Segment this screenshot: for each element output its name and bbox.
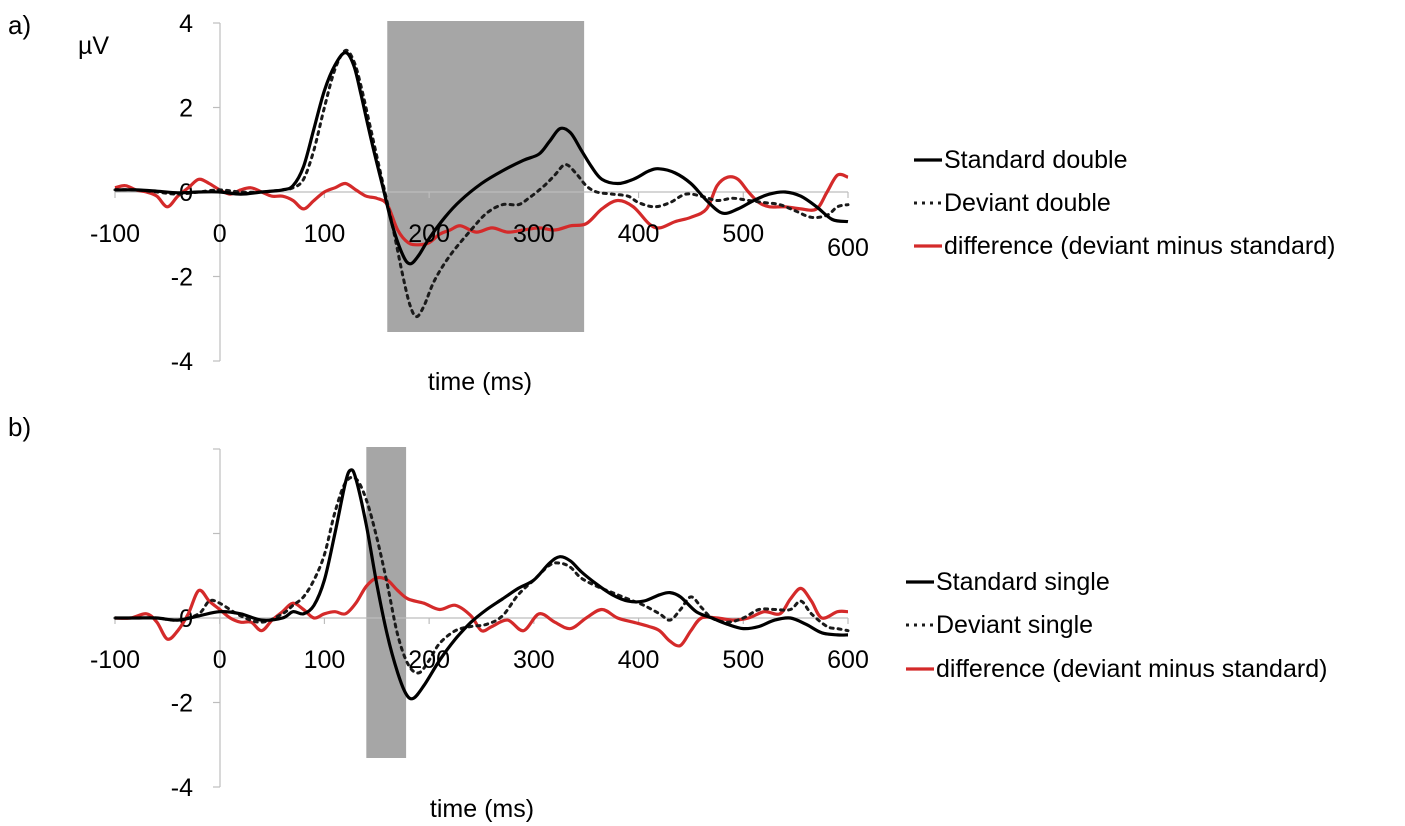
panel-a-y-axis-label: µV: [78, 32, 109, 60]
legend-label: Deviant single: [936, 611, 1093, 639]
y-tick-label: -2: [171, 690, 193, 718]
x-tick-label: 400: [618, 220, 660, 248]
legend-label: difference (deviant minus standard): [936, 655, 1327, 683]
x-tick-label: 300: [513, 220, 555, 248]
x-tick-label: 600: [827, 234, 869, 262]
legend-item: difference (deviant minus standard): [914, 232, 1335, 260]
panel-b-chart: b) time (ms) Standard single Deviant sing…: [8, 412, 1327, 823]
series-line-deviant-single: [113, 475, 850, 675]
x-tick-label: 0: [213, 220, 227, 248]
x-tick-label: 200: [408, 220, 450, 248]
legend-label: Deviant double: [944, 189, 1111, 217]
panel-a-x-axis-label: time (ms): [428, 368, 532, 396]
legend-label: Standard double: [944, 146, 1127, 174]
x-tick-label: -100: [90, 646, 140, 674]
series-line-standard-single: [115, 468, 849, 701]
x-tick-label: 100: [304, 220, 346, 248]
x-tick-label: 400: [618, 646, 660, 674]
panel-a-label: a): [8, 10, 31, 40]
y-tick-label: -4: [171, 774, 193, 802]
legend-label: difference (deviant minus standard): [944, 232, 1335, 260]
x-tick-label: 100: [304, 646, 346, 674]
panel-b-label: b): [8, 412, 31, 442]
y-tick-label: -4: [171, 348, 193, 376]
x-tick-label: 0: [213, 646, 227, 674]
legend-item: Standard single: [906, 568, 1110, 596]
shaded-window: [387, 21, 585, 332]
x-tick-label: 500: [722, 646, 764, 674]
x-tick-label: 500: [722, 220, 764, 248]
panel-a-legend: Standard double Deviant double difference …: [914, 146, 1335, 260]
y-tick-label: 4: [179, 10, 193, 38]
panel-b-legend: Standard single Deviant single difference …: [906, 568, 1327, 683]
legend-item: Standard double: [914, 146, 1127, 174]
y-tick-label: -2: [171, 264, 193, 292]
panel-a-chart: a) µV time (ms) Standard double Deviant d…: [8, 10, 1335, 396]
x-tick-label: 200: [408, 646, 450, 674]
shaded-window: [366, 447, 407, 758]
x-tick-label: 600: [827, 646, 869, 674]
x-tick-label: 300: [513, 646, 555, 674]
y-tick-label: 2: [179, 95, 193, 123]
series-line-difference-deviant-minus-standard: [114, 575, 849, 648]
legend-item: Deviant single: [906, 611, 1093, 639]
legend-item: Deviant double: [914, 189, 1111, 217]
x-tick-label: -100: [90, 220, 140, 248]
legend-label: Standard single: [936, 568, 1110, 596]
series-line-standard-double: [114, 51, 849, 266]
panel-b-x-axis-label: time (ms): [430, 795, 534, 823]
legend-item: difference (deviant minus standard): [906, 655, 1327, 683]
